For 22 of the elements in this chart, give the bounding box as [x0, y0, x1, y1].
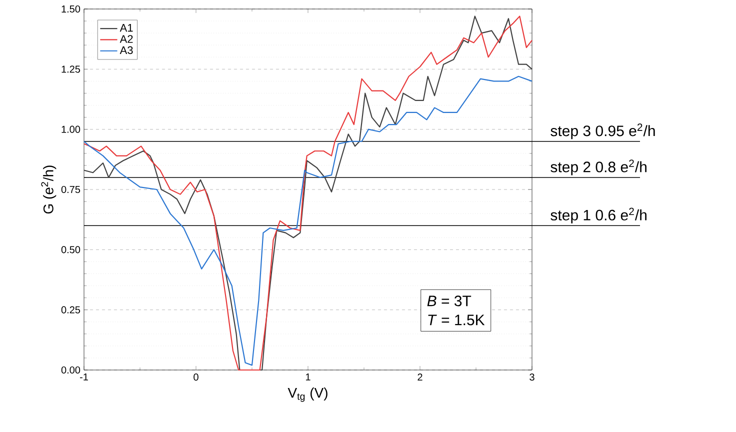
- x-tick-label: -1: [80, 374, 88, 380]
- legend-label: A2: [120, 35, 133, 43]
- x-tick-label: 3: [530, 374, 534, 381]
- y-tick-label: 1.25: [62, 66, 80, 73]
- x-tick-label: 0: [194, 374, 198, 381]
- x-axis-title: V$_{tg}$ (V): [288, 387, 328, 402]
- y-tick-label: 1.00: [62, 126, 80, 133]
- y-tick-label: 1.50: [62, 5, 80, 13]
- legend-label: A3: [120, 46, 133, 54]
- ref-line-label: step 2 0.8 e$^{2}$/h: [550, 160, 646, 176]
- y-tick-label: 0.00: [61, 366, 80, 374]
- x-tick-label: 2: [418, 374, 422, 381]
- ref-line-label: step 3 0.95 e$^{2}$/h: [550, 124, 655, 140]
- y-tick-label: 0.50: [61, 246, 80, 254]
- y-axis-title: G (e$^{2}$/h): [41, 166, 56, 214]
- annotation: T = 1.5K: [428, 314, 485, 326]
- legend-label: A1: [120, 24, 133, 32]
- y-tick-label: 0.75: [61, 186, 80, 194]
- x-tick-label: 1: [306, 374, 310, 380]
- annotation: B = 3T: [427, 296, 472, 306]
- y-tick-label: 0.25: [61, 306, 80, 314]
- ref-line-label: step 1 0.6 e$^{2}$/h: [550, 208, 646, 224]
